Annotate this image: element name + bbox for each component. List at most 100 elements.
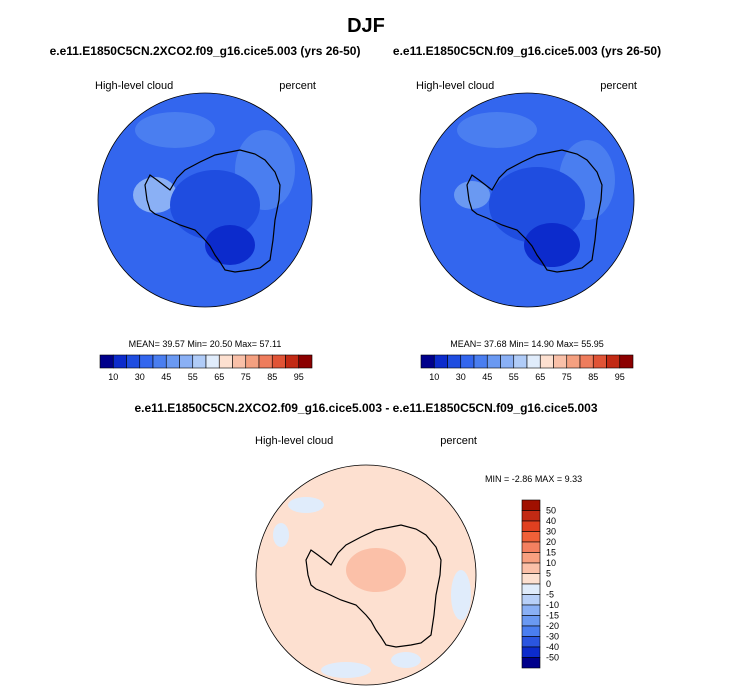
colorbar-label: 15 <box>546 548 556 558</box>
colorbar-label: 30 <box>546 527 556 537</box>
colorbar-box <box>579 354 594 369</box>
colorbar-label: 20 <box>546 537 556 547</box>
figure-title: DJF <box>347 15 385 37</box>
panel-title: e.e11.E1850C5CN.f09_g16.cice5.003 (yrs 2… <box>393 44 661 58</box>
colorbar-box <box>521 615 541 627</box>
colorbar-box <box>486 354 501 369</box>
colorbar-box <box>126 354 141 369</box>
colorbar-box <box>473 354 488 369</box>
colorbar-label: 10 <box>108 372 118 382</box>
colorbar-label: -30 <box>546 632 559 642</box>
map-panel: e.e11.E1850C5CN.f09_g16.cice5.003 (yrs 2… <box>393 44 661 382</box>
map <box>97 92 313 308</box>
variable-label: High-level cloud <box>416 80 494 92</box>
colorbar-box <box>179 354 194 369</box>
colorbar-box <box>521 625 541 637</box>
stats: MEAN= 39.57 Min= 20.50 Max= 57.11 <box>129 339 282 349</box>
colorbar-box <box>521 541 541 553</box>
colorbar-label: 65 <box>214 372 224 382</box>
variable-label: High-level cloud <box>255 435 333 447</box>
colorbar-box <box>521 646 541 658</box>
colorbar-box <box>165 354 180 369</box>
colorbar-label: 85 <box>267 372 277 382</box>
colorbar-label: 55 <box>188 372 198 382</box>
colorbar-box <box>513 354 528 369</box>
panel-title: e.e11.E1850C5CN.2XCO2.f09_g16.cice5.003 … <box>135 401 598 415</box>
colorbar: 10 30 45 55 65 75 85 95 <box>99 354 313 382</box>
colorbar-box <box>447 354 462 369</box>
colorbar-box <box>592 354 607 369</box>
colorbar-label: 50 <box>546 506 556 516</box>
stats: MEAN= 37.68 Min= 14.90 Max= 55.95 <box>450 339 603 349</box>
colorbar-label: 5 <box>546 569 551 579</box>
colorbar-box <box>521 562 541 574</box>
colorbar-box <box>521 573 541 585</box>
colorbar-box <box>521 552 541 564</box>
colorbar-box <box>192 354 207 369</box>
colorbar-box <box>152 354 167 369</box>
colorbar-label: 10 <box>546 558 556 568</box>
colorbar-label: 75 <box>562 372 572 382</box>
colorbar-label: 0 <box>546 579 551 589</box>
colorbar-label: -50 <box>546 653 559 663</box>
colorbar-box <box>112 354 127 369</box>
colorbar-box <box>245 354 260 369</box>
colorbar-box <box>539 354 554 369</box>
colorbar-box <box>521 531 541 543</box>
colorbar-box <box>285 354 300 369</box>
colorbar-label: 95 <box>615 372 625 382</box>
colorbar-box <box>500 354 515 369</box>
colorbar-box <box>606 354 621 369</box>
colorbar-label: 95 <box>294 372 304 382</box>
colorbar-label: 85 <box>588 372 598 382</box>
variable-label: High-level cloud <box>95 80 173 92</box>
colorbar-label: 30 <box>456 372 466 382</box>
colorbar-box <box>521 594 541 606</box>
colorbar-box <box>460 354 475 369</box>
colorbar-label: 40 <box>546 516 556 526</box>
colorbar-box <box>566 354 581 369</box>
units-label: percent <box>440 435 477 447</box>
units-label: percent <box>600 80 637 92</box>
colorbar-label: -40 <box>546 642 559 652</box>
map <box>419 92 635 308</box>
colorbar-box <box>271 354 286 369</box>
colorbar-box <box>521 583 541 595</box>
colorbar-box <box>526 354 541 369</box>
colorbar-box <box>521 604 541 616</box>
colorbar-label: -15 <box>546 611 559 621</box>
colorbar: 10 30 45 55 65 75 85 95 <box>420 354 634 382</box>
colorbar-label: 10 <box>429 372 439 382</box>
colorbar-box <box>232 354 247 369</box>
colorbar-box <box>553 354 568 369</box>
colorbar-box <box>298 354 313 369</box>
colorbar-box <box>619 354 634 369</box>
colorbar-box <box>433 354 448 369</box>
colorbar-box <box>521 520 541 532</box>
colorbar-label: 45 <box>482 372 492 382</box>
colorbar-box <box>258 354 273 369</box>
colorbar-box <box>521 510 541 522</box>
colorbar-label: 65 <box>535 372 545 382</box>
colorbar-box <box>218 354 233 369</box>
colorbar-label: 30 <box>135 372 145 382</box>
units-label: percent <box>279 80 316 92</box>
stats: MIN = -2.86 MAX = 9.33 <box>485 474 582 484</box>
colorbar-label: -10 <box>546 600 559 610</box>
difference-panel: e.e11.E1850C5CN.2XCO2.f09_g16.cice5.003 … <box>135 401 598 686</box>
map <box>255 464 477 686</box>
map-panel: e.e11.E1850C5CN.2XCO2.f09_g16.cice5.003 … <box>50 44 361 382</box>
panel-title: e.e11.E1850C5CN.2XCO2.f09_g16.cice5.003 … <box>50 44 361 58</box>
colorbar-box <box>205 354 220 369</box>
colorbar-box <box>139 354 154 369</box>
colorbar-box <box>521 499 541 511</box>
colorbar-box <box>521 636 541 648</box>
colorbar-box <box>420 354 435 369</box>
colorbar-label: -5 <box>546 590 554 600</box>
colorbar-label: 45 <box>161 372 171 382</box>
colorbar-box <box>99 354 114 369</box>
colorbar-label: 75 <box>241 372 251 382</box>
colorbar-box <box>521 657 541 669</box>
